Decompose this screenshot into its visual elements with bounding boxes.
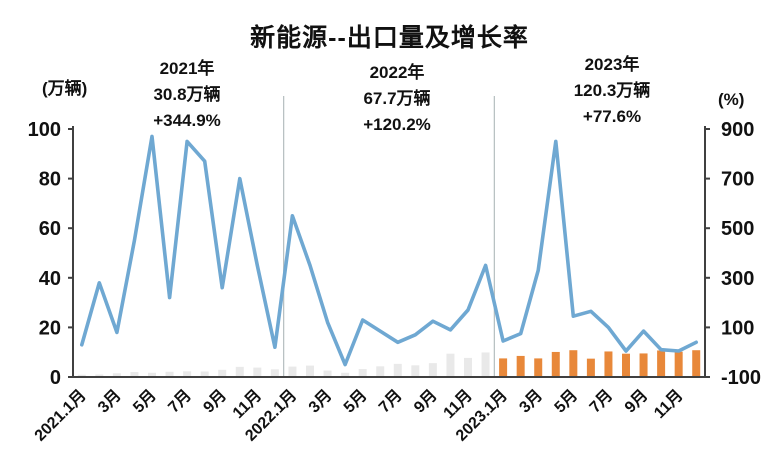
export-volume-bar xyxy=(341,372,350,377)
right-axis-tick-label: 100 xyxy=(721,317,754,339)
export-volume-bar xyxy=(200,371,209,377)
right-axis-tick-label: 500 xyxy=(721,218,754,240)
annotation-2021-volume: 30.8万辆 xyxy=(153,85,221,104)
export-volume-bar xyxy=(183,371,192,377)
annotation-2023-growth: +77.6% xyxy=(582,107,642,126)
x-axis-tick-label: 3月 xyxy=(305,386,335,416)
annotation-2023: 2023年 120.3万辆 +77.6% xyxy=(574,52,651,130)
growth-rate-line xyxy=(80,134,699,367)
x-axis-tick-label: 5月 xyxy=(551,386,581,416)
annotation-2021-year: 2021年 xyxy=(159,59,215,78)
annotation-2022-growth: +120.2% xyxy=(363,115,431,134)
export-volume-bar xyxy=(235,366,244,377)
left-axis-tick-label: 0 xyxy=(50,367,61,389)
annotation-2022-volume: 67.7万辆 xyxy=(363,89,431,108)
export-volume-bar xyxy=(516,355,525,377)
left-axis-tick-label: 100 xyxy=(28,119,61,141)
export-volume-bar xyxy=(411,365,420,377)
export-volume-bar xyxy=(130,372,139,377)
right-axis-tick-label: 900 xyxy=(721,119,754,141)
x-axis-tick-label: 7月 xyxy=(586,386,616,416)
left-axis-tick-label: 20 xyxy=(39,317,61,339)
left-axis-unit-label: (万辆) xyxy=(42,79,88,98)
export-volume-bar xyxy=(77,374,86,377)
x-axis-tick-label: 7月 xyxy=(375,386,405,416)
export-volume-bar xyxy=(376,366,385,377)
left-axis-tick-label: 80 xyxy=(39,169,61,191)
x-axis-tick-label: 3月 xyxy=(516,386,546,416)
x-axis-tick-label: 9月 xyxy=(410,386,440,416)
export-volume-bar xyxy=(622,353,630,377)
export-volume-bar xyxy=(253,367,262,377)
export-volume-bar xyxy=(481,352,490,377)
right-axis-tick-label: 300 xyxy=(721,268,754,290)
export-volume-bar xyxy=(428,363,437,377)
chart-title: 新能源--出口量及增长率 xyxy=(250,24,529,52)
export-volume-bar xyxy=(393,363,402,377)
export-volume-bar xyxy=(112,373,121,377)
x-axis-tick-label: 2021.1月 xyxy=(31,386,90,445)
annotation-2023-year: 2023年 xyxy=(584,55,640,74)
x-axis-tick-label: 7月 xyxy=(165,386,195,416)
export-volume-bar xyxy=(499,358,508,377)
left-axis-tick-label: 60 xyxy=(39,218,61,240)
x-axis-tick-label: 3月 xyxy=(94,386,124,416)
export-volume-bar xyxy=(165,371,174,377)
export-volume-bar xyxy=(534,358,543,377)
x-axis-tick-label: 5月 xyxy=(340,386,370,416)
right-axis-tick-label: -100 xyxy=(721,367,761,389)
x-axis-tick-label: 5月 xyxy=(129,386,159,416)
export-volume-bar xyxy=(288,366,297,377)
export-volume-bar xyxy=(604,351,613,377)
right-axis-unit-label: (%) xyxy=(718,90,745,109)
export-volume-bar xyxy=(148,372,156,377)
export-volume-bar xyxy=(551,351,560,377)
annotation-2023-volume: 120.3万辆 xyxy=(573,81,651,100)
export-volume-bar xyxy=(692,350,701,377)
annotation-2022: 2022年 67.7万辆 +120.2% xyxy=(363,60,431,138)
x-axis-tick-label: 11月 xyxy=(650,386,686,422)
export-volume-bar xyxy=(323,370,332,377)
export-volume-bar xyxy=(306,365,314,377)
export-volume-bar xyxy=(95,374,104,377)
export-volume-bar xyxy=(569,350,578,377)
export-volume-bar xyxy=(586,358,595,377)
annotation-2022-year: 2022年 xyxy=(369,63,425,82)
x-axis-tick-label: 9月 xyxy=(621,386,651,416)
export-volume-bar xyxy=(657,350,666,377)
export-volume-bar xyxy=(218,369,227,377)
export-volume-bar xyxy=(639,353,648,377)
left-axis-tick-label: 40 xyxy=(39,268,61,290)
export-volume-bar xyxy=(270,369,279,377)
right-axis-tick-label: 700 xyxy=(721,169,754,191)
annotation-2021: 2021年 30.8万辆 +344.9% xyxy=(153,56,221,134)
export-volume-bar xyxy=(446,353,455,377)
export-volume-bar xyxy=(464,357,472,377)
x-axis-tick-label: 9月 xyxy=(200,386,230,416)
export-volume-bar xyxy=(358,369,367,377)
annotation-2021-growth: +344.9% xyxy=(153,111,221,130)
export-volume-bar xyxy=(674,351,683,377)
